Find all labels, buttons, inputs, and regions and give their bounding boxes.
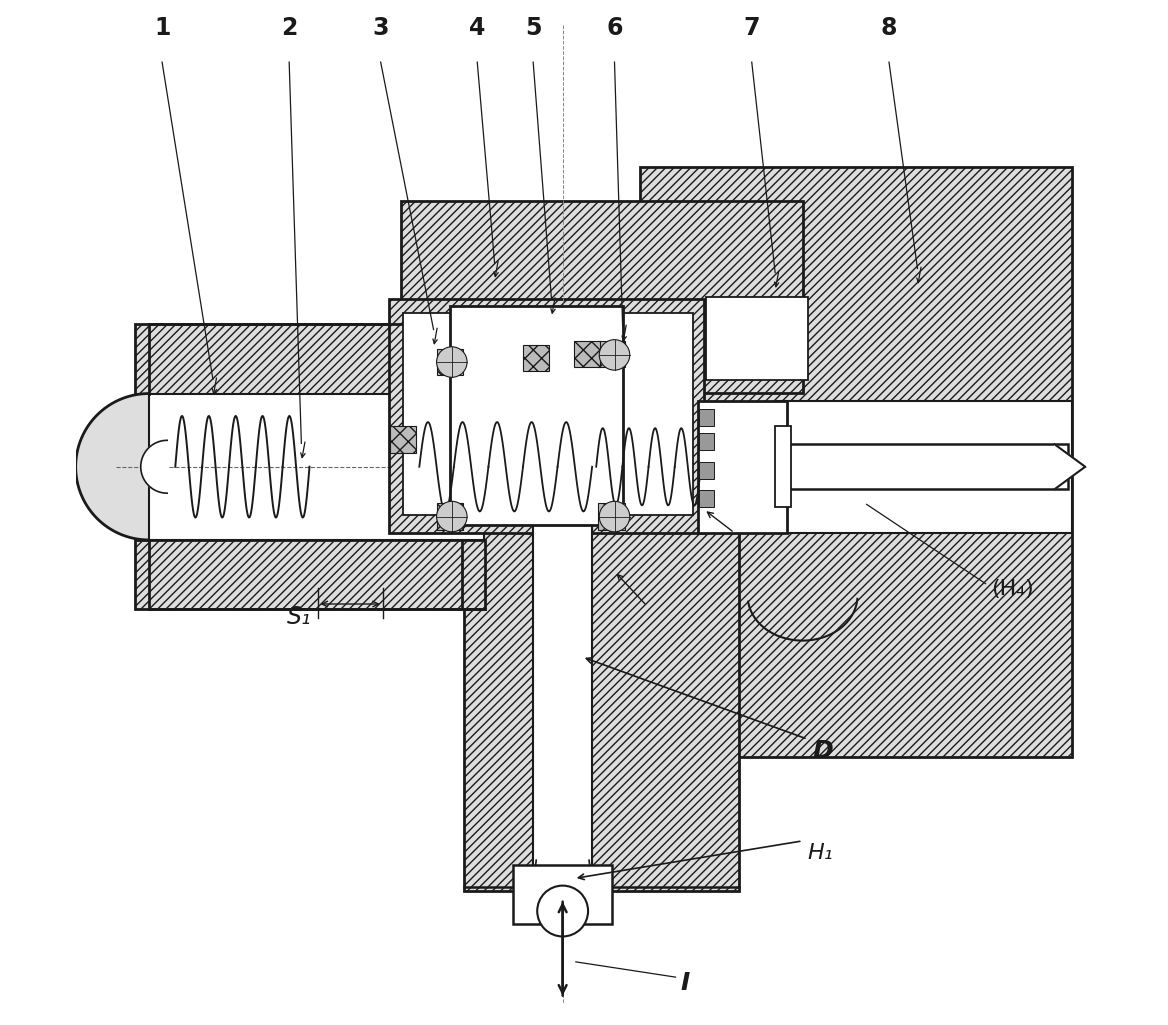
Bar: [134, 540, 486, 609]
Bar: [423, 316, 543, 378]
Circle shape: [537, 886, 588, 937]
Circle shape: [437, 346, 467, 377]
Text: 1: 1: [154, 15, 171, 40]
Bar: [697, 401, 787, 533]
Bar: [698, 490, 714, 507]
Bar: [698, 434, 714, 450]
Bar: [573, 340, 600, 367]
Text: (H₄): (H₄): [990, 579, 1034, 599]
Bar: [598, 340, 625, 367]
Bar: [777, 401, 1072, 533]
Text: 5: 5: [524, 15, 542, 40]
Text: I: I: [681, 972, 690, 995]
Bar: [437, 503, 463, 530]
Bar: [533, 516, 592, 887]
Polygon shape: [1055, 445, 1085, 489]
Text: 8: 8: [881, 15, 897, 40]
Text: S₁: S₁: [287, 606, 312, 629]
Bar: [785, 445, 1068, 489]
Bar: [776, 426, 792, 507]
Text: 6: 6: [606, 15, 623, 40]
Bar: [403, 314, 693, 515]
Bar: [450, 306, 623, 525]
Text: 3: 3: [373, 15, 389, 40]
Bar: [598, 503, 625, 530]
Bar: [464, 499, 738, 891]
Polygon shape: [141, 441, 167, 493]
Bar: [390, 426, 416, 452]
Text: H₁: H₁: [807, 844, 833, 863]
Text: D: D: [813, 739, 834, 764]
Bar: [134, 325, 486, 394]
Bar: [640, 167, 1072, 756]
Bar: [148, 394, 485, 540]
Circle shape: [437, 501, 467, 532]
Bar: [389, 299, 704, 533]
Bar: [698, 461, 714, 479]
Text: 2: 2: [281, 15, 298, 40]
Bar: [698, 409, 714, 426]
Bar: [705, 297, 807, 380]
Circle shape: [599, 501, 630, 532]
Bar: [523, 344, 549, 371]
Text: 4: 4: [470, 15, 486, 40]
Bar: [513, 865, 612, 925]
Bar: [401, 201, 802, 393]
Bar: [437, 348, 463, 375]
Polygon shape: [76, 394, 148, 540]
Text: 7: 7: [744, 15, 760, 40]
Circle shape: [599, 339, 630, 370]
